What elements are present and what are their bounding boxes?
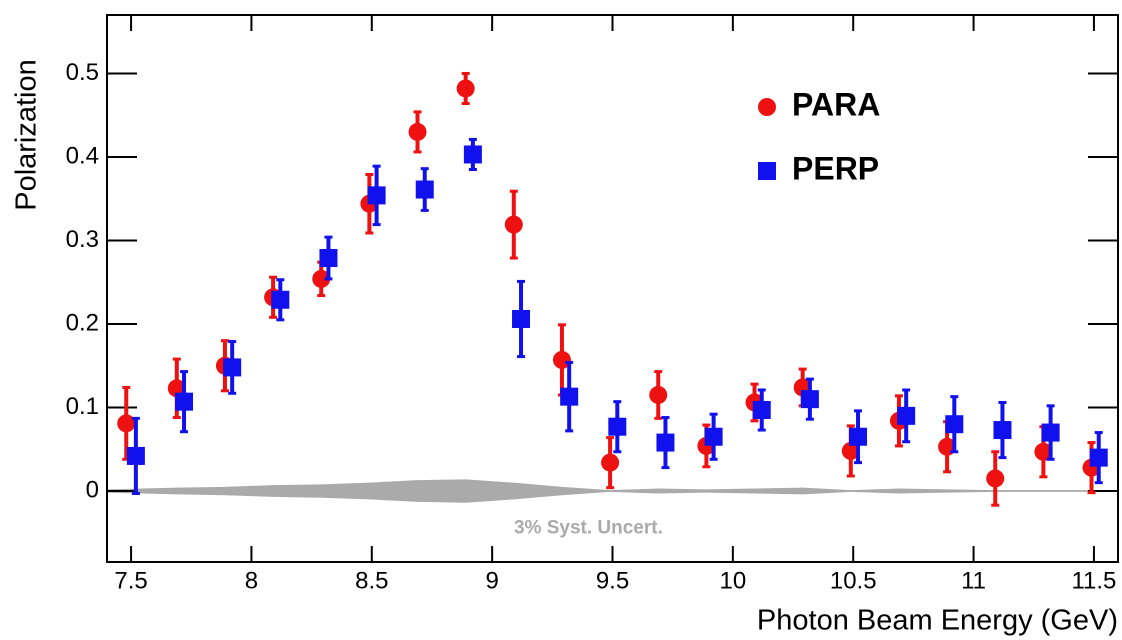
point bbox=[656, 433, 675, 452]
y-tick-label: 0.1 bbox=[66, 393, 99, 420]
point bbox=[1089, 448, 1108, 467]
y-tick-label: 0.4 bbox=[66, 142, 99, 169]
point bbox=[512, 309, 531, 328]
plot-frame bbox=[106, 14, 1119, 563]
point bbox=[800, 390, 819, 409]
point bbox=[1034, 442, 1053, 461]
x-tick-label: 11.5 bbox=[1071, 567, 1116, 594]
legend-label: PERP bbox=[792, 150, 879, 186]
point bbox=[608, 417, 627, 436]
point bbox=[601, 453, 620, 472]
point bbox=[841, 441, 860, 460]
point bbox=[993, 421, 1012, 440]
point bbox=[552, 350, 571, 369]
x-tick-label: 10 bbox=[720, 567, 747, 594]
x-tick-label: 11 bbox=[961, 567, 986, 594]
point bbox=[223, 358, 242, 377]
point bbox=[408, 122, 427, 141]
x-tick-label: 8 bbox=[245, 567, 258, 594]
band-label: 3% Syst. Uncert. bbox=[514, 518, 663, 539]
point bbox=[504, 215, 523, 234]
point bbox=[945, 415, 964, 434]
point bbox=[415, 180, 434, 199]
point bbox=[312, 269, 331, 288]
y-tick-label: 0.5 bbox=[66, 59, 99, 86]
point bbox=[849, 427, 868, 446]
point bbox=[456, 79, 475, 98]
x-tick-label: 7.5 bbox=[114, 567, 147, 594]
point bbox=[126, 446, 145, 465]
point bbox=[367, 186, 386, 205]
point bbox=[175, 392, 194, 411]
point bbox=[117, 414, 136, 433]
legend-marker bbox=[758, 98, 776, 116]
legend-label: PARA bbox=[792, 86, 880, 122]
point bbox=[897, 406, 916, 425]
x-tick-label: 9.5 bbox=[596, 567, 629, 594]
point bbox=[704, 427, 723, 446]
point bbox=[649, 385, 668, 404]
x-tick-label: 10.5 bbox=[830, 567, 877, 594]
y-tick-label: 0.2 bbox=[66, 309, 99, 336]
x-tick-label: 9 bbox=[485, 567, 498, 594]
x-axis-label: Photon Beam Energy (GeV) bbox=[757, 605, 1118, 637]
point bbox=[271, 290, 290, 309]
y-tick-label: 0 bbox=[86, 476, 99, 503]
point bbox=[1041, 423, 1060, 442]
legend-marker bbox=[758, 162, 776, 180]
y-axis-label: Polarization bbox=[11, 59, 43, 211]
point bbox=[319, 249, 338, 268]
point bbox=[986, 469, 1005, 488]
point bbox=[463, 145, 482, 164]
y-tick-label: 0.3 bbox=[66, 226, 99, 253]
point bbox=[752, 401, 771, 420]
point bbox=[560, 387, 579, 406]
syst-band bbox=[107, 479, 1118, 503]
x-tick-label: 8.5 bbox=[355, 567, 388, 594]
